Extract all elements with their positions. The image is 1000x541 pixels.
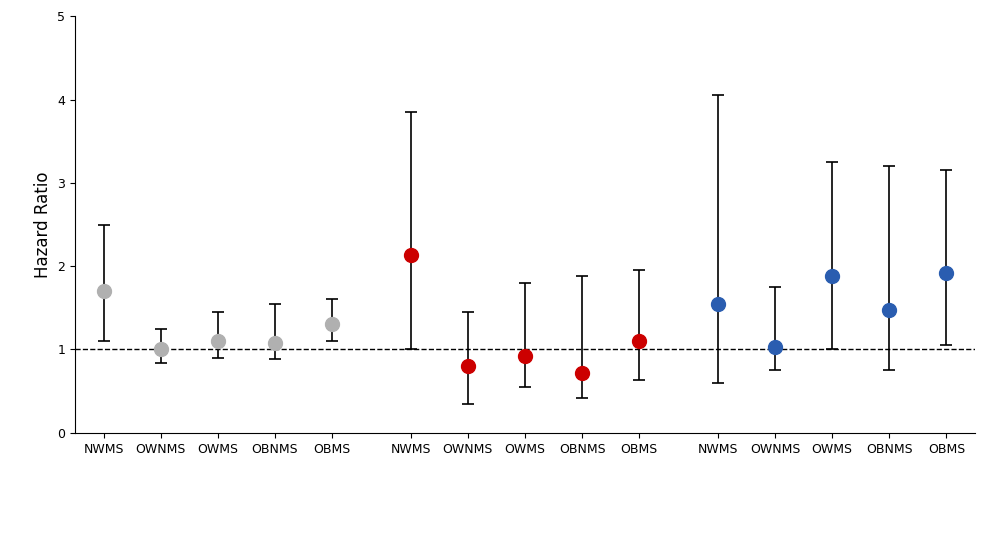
- Y-axis label: Hazard Ratio: Hazard Ratio: [34, 171, 52, 278]
